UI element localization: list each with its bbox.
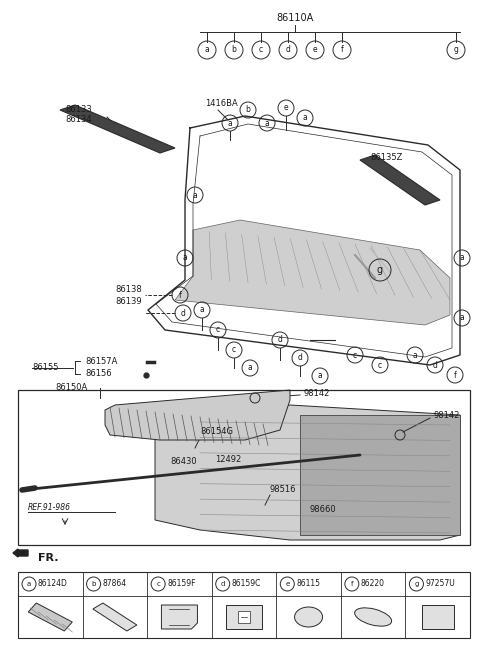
Text: a: a	[302, 113, 307, 122]
Text: REF.91-986: REF.91-986	[28, 504, 71, 512]
Text: g: g	[454, 45, 458, 54]
Text: 86430: 86430	[170, 457, 197, 466]
Text: 12492: 12492	[215, 455, 241, 464]
Text: a: a	[264, 119, 269, 128]
Text: d: d	[432, 360, 437, 369]
Text: e: e	[284, 103, 288, 113]
Text: a: a	[460, 314, 464, 322]
Text: c: c	[216, 326, 220, 335]
Polygon shape	[175, 220, 450, 325]
Text: e: e	[285, 581, 289, 587]
Polygon shape	[300, 415, 460, 535]
Polygon shape	[60, 105, 175, 153]
Text: 86157A: 86157A	[85, 356, 118, 365]
Text: 98660: 98660	[310, 506, 336, 514]
Text: 98516: 98516	[270, 485, 297, 495]
Text: c: c	[378, 360, 382, 369]
FancyArrow shape	[13, 549, 28, 557]
Polygon shape	[93, 603, 137, 631]
Text: 86154G: 86154G	[200, 428, 233, 436]
Text: b: b	[246, 105, 251, 115]
Text: c: c	[232, 345, 236, 354]
Text: c: c	[353, 350, 357, 360]
Polygon shape	[360, 155, 440, 205]
Text: d: d	[220, 581, 225, 587]
Text: 86115: 86115	[296, 580, 320, 588]
Text: f: f	[179, 291, 181, 299]
Text: a: a	[228, 119, 232, 128]
Ellipse shape	[355, 608, 392, 626]
Ellipse shape	[295, 607, 323, 627]
Text: e: e	[312, 45, 317, 54]
Text: 86138: 86138	[115, 286, 142, 295]
Text: c: c	[259, 45, 263, 54]
Bar	[18, 390, 470, 545]
Text: f: f	[350, 581, 353, 587]
Text: 86159C: 86159C	[232, 580, 261, 588]
Text: 86155: 86155	[32, 364, 59, 373]
Text: 87864: 87864	[103, 580, 127, 588]
Polygon shape	[161, 605, 197, 629]
Text: 86110A: 86110A	[276, 13, 313, 23]
Text: g: g	[414, 581, 419, 587]
Text: f: f	[341, 45, 343, 54]
Text: 97257U: 97257U	[425, 580, 455, 588]
Bar	[238, 611, 250, 623]
Text: g: g	[377, 265, 383, 275]
Text: b: b	[91, 581, 96, 587]
Text: 98142: 98142	[303, 388, 329, 398]
Text: a: a	[318, 371, 323, 381]
Polygon shape	[105, 390, 290, 440]
Text: a: a	[204, 45, 209, 54]
Text: a: a	[460, 253, 464, 263]
Text: 1416BA: 1416BA	[205, 98, 238, 107]
Bar	[422, 605, 454, 629]
Text: a: a	[192, 191, 197, 200]
Text: 86156: 86156	[85, 369, 112, 379]
Text: a: a	[248, 364, 252, 373]
Text: f: f	[454, 371, 456, 379]
Polygon shape	[155, 405, 460, 540]
Text: b: b	[231, 45, 237, 54]
Text: a: a	[182, 253, 187, 263]
Text: 86134: 86134	[65, 115, 92, 124]
Text: 86220: 86220	[361, 580, 385, 588]
Text: d: d	[180, 309, 185, 318]
Text: a: a	[200, 305, 204, 314]
Polygon shape	[226, 605, 262, 629]
Text: a: a	[27, 581, 31, 587]
Text: FR.: FR.	[38, 553, 59, 563]
Text: c: c	[156, 581, 160, 587]
Text: 86150A: 86150A	[55, 383, 87, 392]
Text: 86159F: 86159F	[167, 580, 196, 588]
Text: 98142: 98142	[433, 411, 459, 419]
Text: d: d	[298, 354, 302, 362]
Text: d: d	[277, 335, 282, 345]
Text: 86133: 86133	[65, 105, 92, 115]
Text: d: d	[286, 45, 290, 54]
Bar	[18, 572, 470, 638]
Text: 86135Z: 86135Z	[370, 153, 402, 162]
Text: a: a	[413, 350, 418, 360]
Text: 86139: 86139	[115, 297, 142, 305]
Text: 86124D: 86124D	[38, 580, 68, 588]
Polygon shape	[28, 603, 72, 631]
